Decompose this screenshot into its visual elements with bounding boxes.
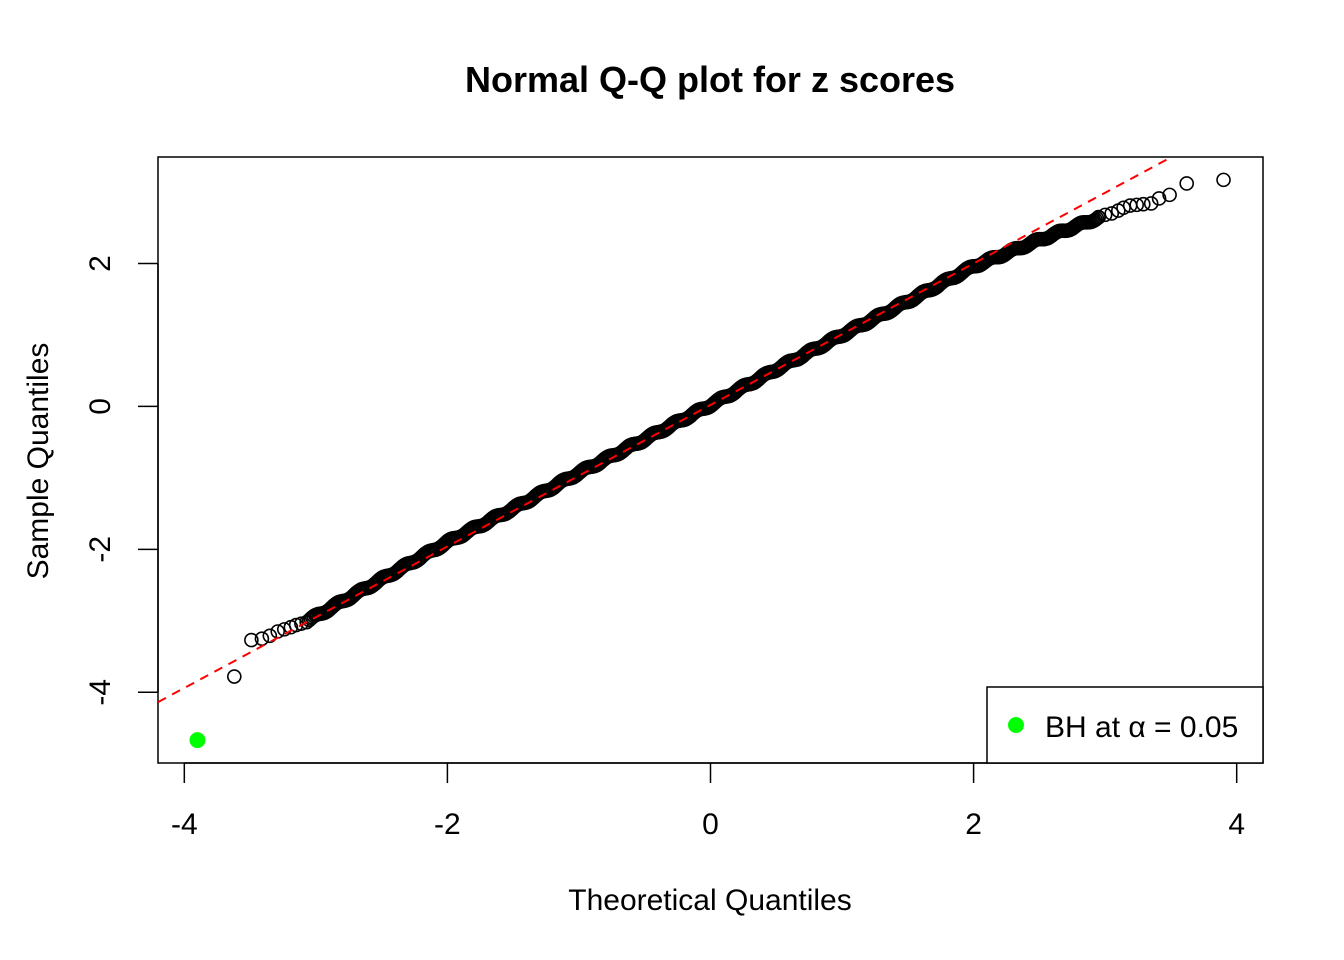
chart-title: Normal Q-Q plot for z scores — [465, 59, 955, 100]
highlighted-points — [189, 732, 206, 749]
outlier-points — [226, 172, 1231, 684]
data-point — [294, 616, 309, 631]
data-point — [1162, 187, 1177, 203]
plot-frame — [157, 156, 1264, 764]
data-point — [262, 628, 278, 644]
plot-area — [157, 156, 1264, 764]
x-tick-label: -4 — [171, 808, 198, 841]
data-point — [244, 632, 259, 648]
y-tick-label: 2 — [84, 255, 117, 272]
y-tick-label: -4 — [84, 679, 117, 706]
data-point — [1091, 209, 1106, 225]
x-tick-label: -2 — [434, 808, 461, 841]
dense-point-cloud — [301, 210, 1106, 628]
highlighted-point — [189, 732, 206, 749]
data-point — [1129, 197, 1145, 213]
data-point — [1143, 196, 1159, 211]
x-tick-label: 2 — [965, 808, 982, 841]
reference-line-group — [158, 157, 1174, 703]
reference-line — [158, 157, 1174, 703]
x-tick-label: 4 — [1228, 808, 1245, 841]
data-point — [226, 669, 242, 684]
y-axis-label: Sample Quantiles — [22, 343, 55, 580]
data-point — [1089, 211, 1105, 226]
data-point — [1097, 207, 1113, 223]
legend-marker — [1008, 717, 1024, 733]
x-tick-label: 0 — [702, 808, 719, 841]
legend-label: BH at α = 0.05 — [1045, 711, 1238, 744]
x-axis: -4 -2 0 2 4 — [171, 762, 1245, 841]
data-point — [1179, 176, 1195, 191]
data-point — [1216, 172, 1231, 188]
y-tick-label: -2 — [84, 536, 117, 563]
data-point — [1135, 196, 1151, 212]
y-tick-label: 0 — [84, 398, 117, 415]
data-point — [1104, 206, 1120, 221]
data-point — [1151, 191, 1167, 206]
x-axis-label: Theoretical Quantiles — [568, 884, 851, 917]
legend: BH at α = 0.05 — [986, 686, 1264, 764]
data-point — [299, 614, 314, 630]
y-axis: -4 -2 0 2 — [84, 255, 159, 706]
legend-box — [986, 686, 1264, 764]
